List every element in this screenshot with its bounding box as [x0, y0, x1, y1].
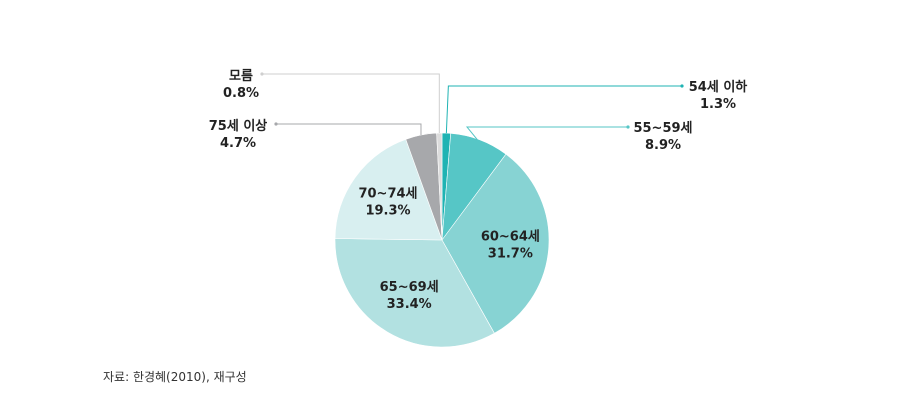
slice-label-5: 75세 이상 4.7%	[209, 118, 268, 151]
slice-label-6: 모름 0.8%	[223, 69, 259, 101]
slice-label-1: 55~59세 8.9%	[633, 121, 692, 153]
slice-label-0: 54세 이하 1.3%	[689, 79, 748, 112]
leader-line-5	[276, 123, 422, 136]
pie-slice-6	[436, 132, 443, 241]
leader-line-1	[465, 126, 628, 143]
pie-slice-2	[441, 153, 550, 334]
pie-slice-4	[334, 138, 443, 241]
leader-line-1-dot	[626, 125, 630, 129]
leader-line-6-dot	[260, 72, 264, 76]
leader-line-5-dot	[274, 122, 278, 126]
slice-label-3: 65~69세 33.4%	[380, 280, 439, 312]
pie-slice-3	[334, 238, 495, 348]
leader-line-0	[445, 85, 682, 134]
slice-label-4: 70~74세 19.3%	[358, 186, 417, 218]
source-note: 자료: 한경혜(2010), 재구성	[103, 370, 247, 384]
leader-line-6	[262, 73, 440, 134]
slice-label-2: 60~64세 31.7%	[481, 229, 540, 261]
leader-line-0-dot	[680, 84, 684, 88]
